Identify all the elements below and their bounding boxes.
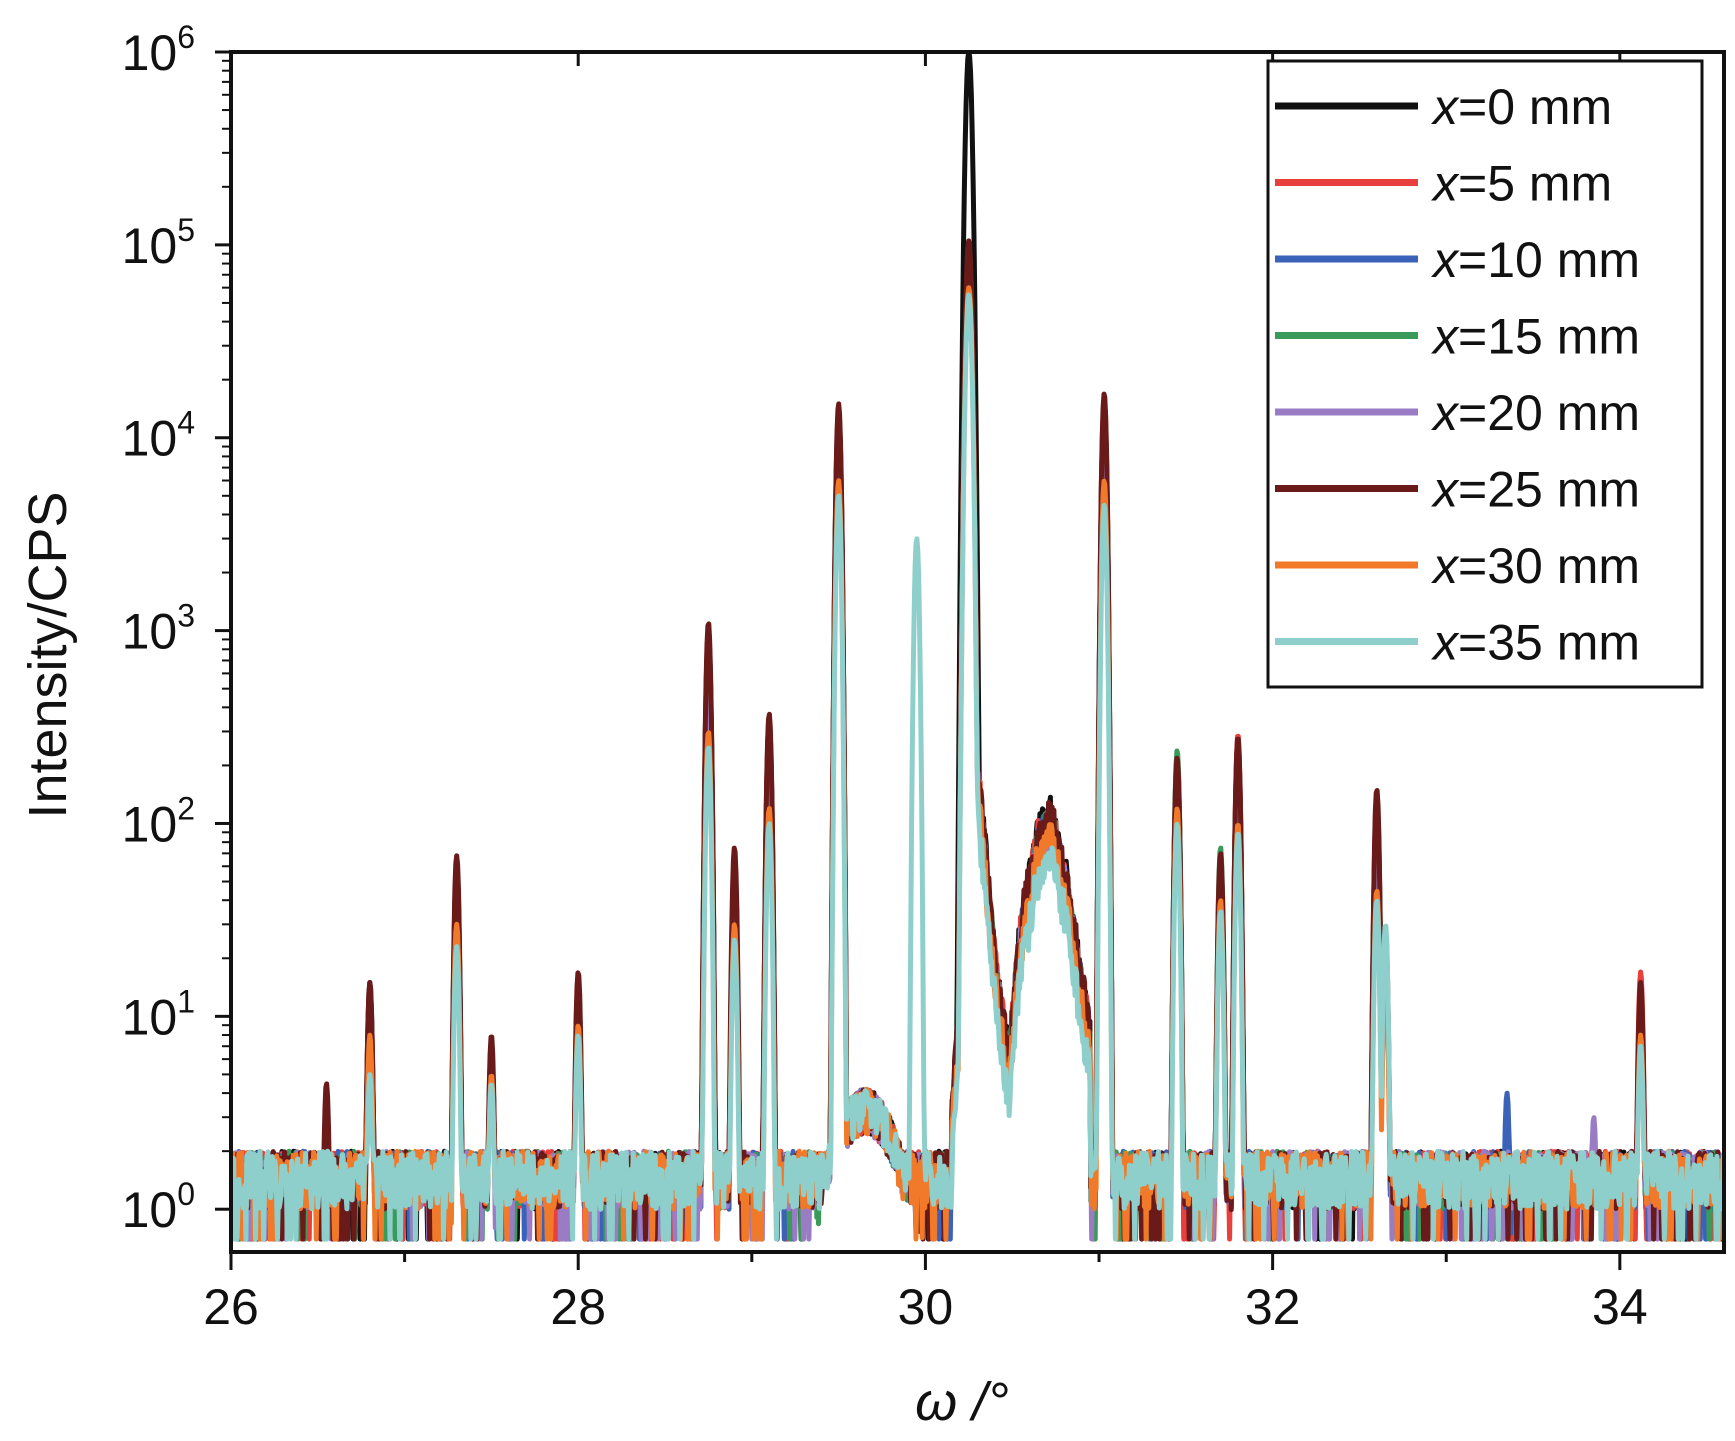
legend-label: x=20 mm (1431, 385, 1640, 441)
legend-label: x=0 mm (1431, 79, 1612, 135)
y-tick-label: 102 (122, 790, 195, 852)
legend-label: x=5 mm (1431, 156, 1612, 212)
legend-label: x=25 mm (1431, 462, 1640, 518)
x-axis: 26 28 30 32 34 (203, 52, 1648, 1335)
x-tick-label: 28 (550, 1279, 606, 1335)
legend-label: x=30 mm (1431, 538, 1640, 594)
y-tick-label: 106 (122, 19, 195, 81)
legend-label: x=15 mm (1431, 309, 1640, 365)
y-tick-label: 100 (122, 1176, 195, 1238)
x-axis-title: ω /° (915, 1372, 1009, 1432)
plot-frame (229, 50, 1726, 1254)
y-tick-label: 101 (122, 983, 195, 1045)
series-layer (231, 52, 1724, 1242)
y-tick-label: 103 (122, 598, 195, 660)
x-tick-label: 30 (898, 1279, 954, 1335)
legend-label: x=35 mm (1431, 615, 1640, 671)
legend: x=0 mm x=5 mm x=10 mm x=15 mm x=20 mm x=25 mm… (1266, 59, 1704, 689)
legend-box (1266, 59, 1704, 689)
x-tick-label: 34 (1592, 1279, 1648, 1335)
y-axis-title: Intensity/CPS (18, 491, 78, 818)
legend-label: x=10 mm (1431, 232, 1640, 288)
series-line (231, 292, 1724, 1242)
x-tick-label: 32 (1245, 1279, 1301, 1335)
x-tick-label: 26 (203, 1279, 259, 1335)
y-tick-label: 104 (122, 405, 195, 467)
y-axis: 100 101 102 103 104 105 106 (122, 19, 231, 1238)
y-tick-label: 105 (122, 212, 195, 274)
